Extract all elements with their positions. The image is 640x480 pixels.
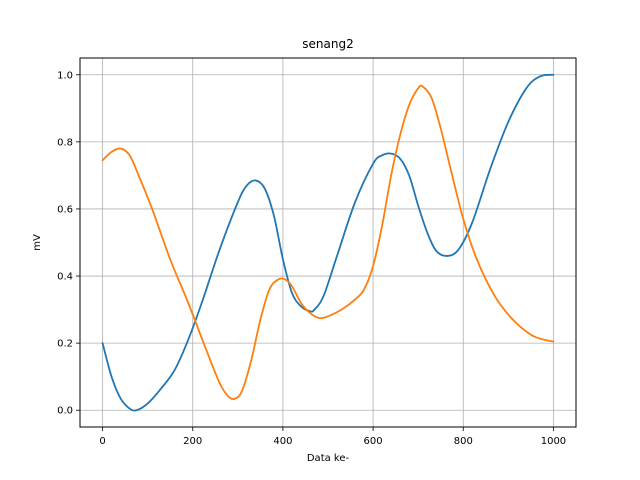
x-axis-label: Data ke- (307, 453, 350, 464)
x-tick-label: 800 (454, 436, 473, 447)
x-tick-label: 200 (183, 436, 202, 447)
x-tick-label: 0 (99, 436, 105, 447)
series-line-1 (101, 73, 555, 412)
series-line-2 (101, 84, 555, 401)
y-tick-label: 0.8 (57, 137, 73, 148)
y-tick-label: 0.2 (57, 339, 73, 350)
y-tick-label: 0.4 (57, 272, 73, 283)
y-tick-label: 0.6 (57, 204, 73, 215)
plot-series (101, 73, 555, 412)
ticks: 0 200 400 600 800 1000 0.0 0.2 0.4 0.6 0.8 1.0 (57, 70, 566, 447)
y-tick-label: 1.0 (57, 70, 73, 81)
x-tick-label: 1000 (541, 436, 566, 447)
chart-title: senang2 (302, 37, 353, 51)
axes-frame (79, 57, 577, 428)
x-tick-label: 400 (273, 436, 292, 447)
x-tick-label: 600 (364, 436, 383, 447)
y-axis-label: mV (32, 234, 43, 251)
y-tick-label: 0.0 (57, 406, 73, 417)
